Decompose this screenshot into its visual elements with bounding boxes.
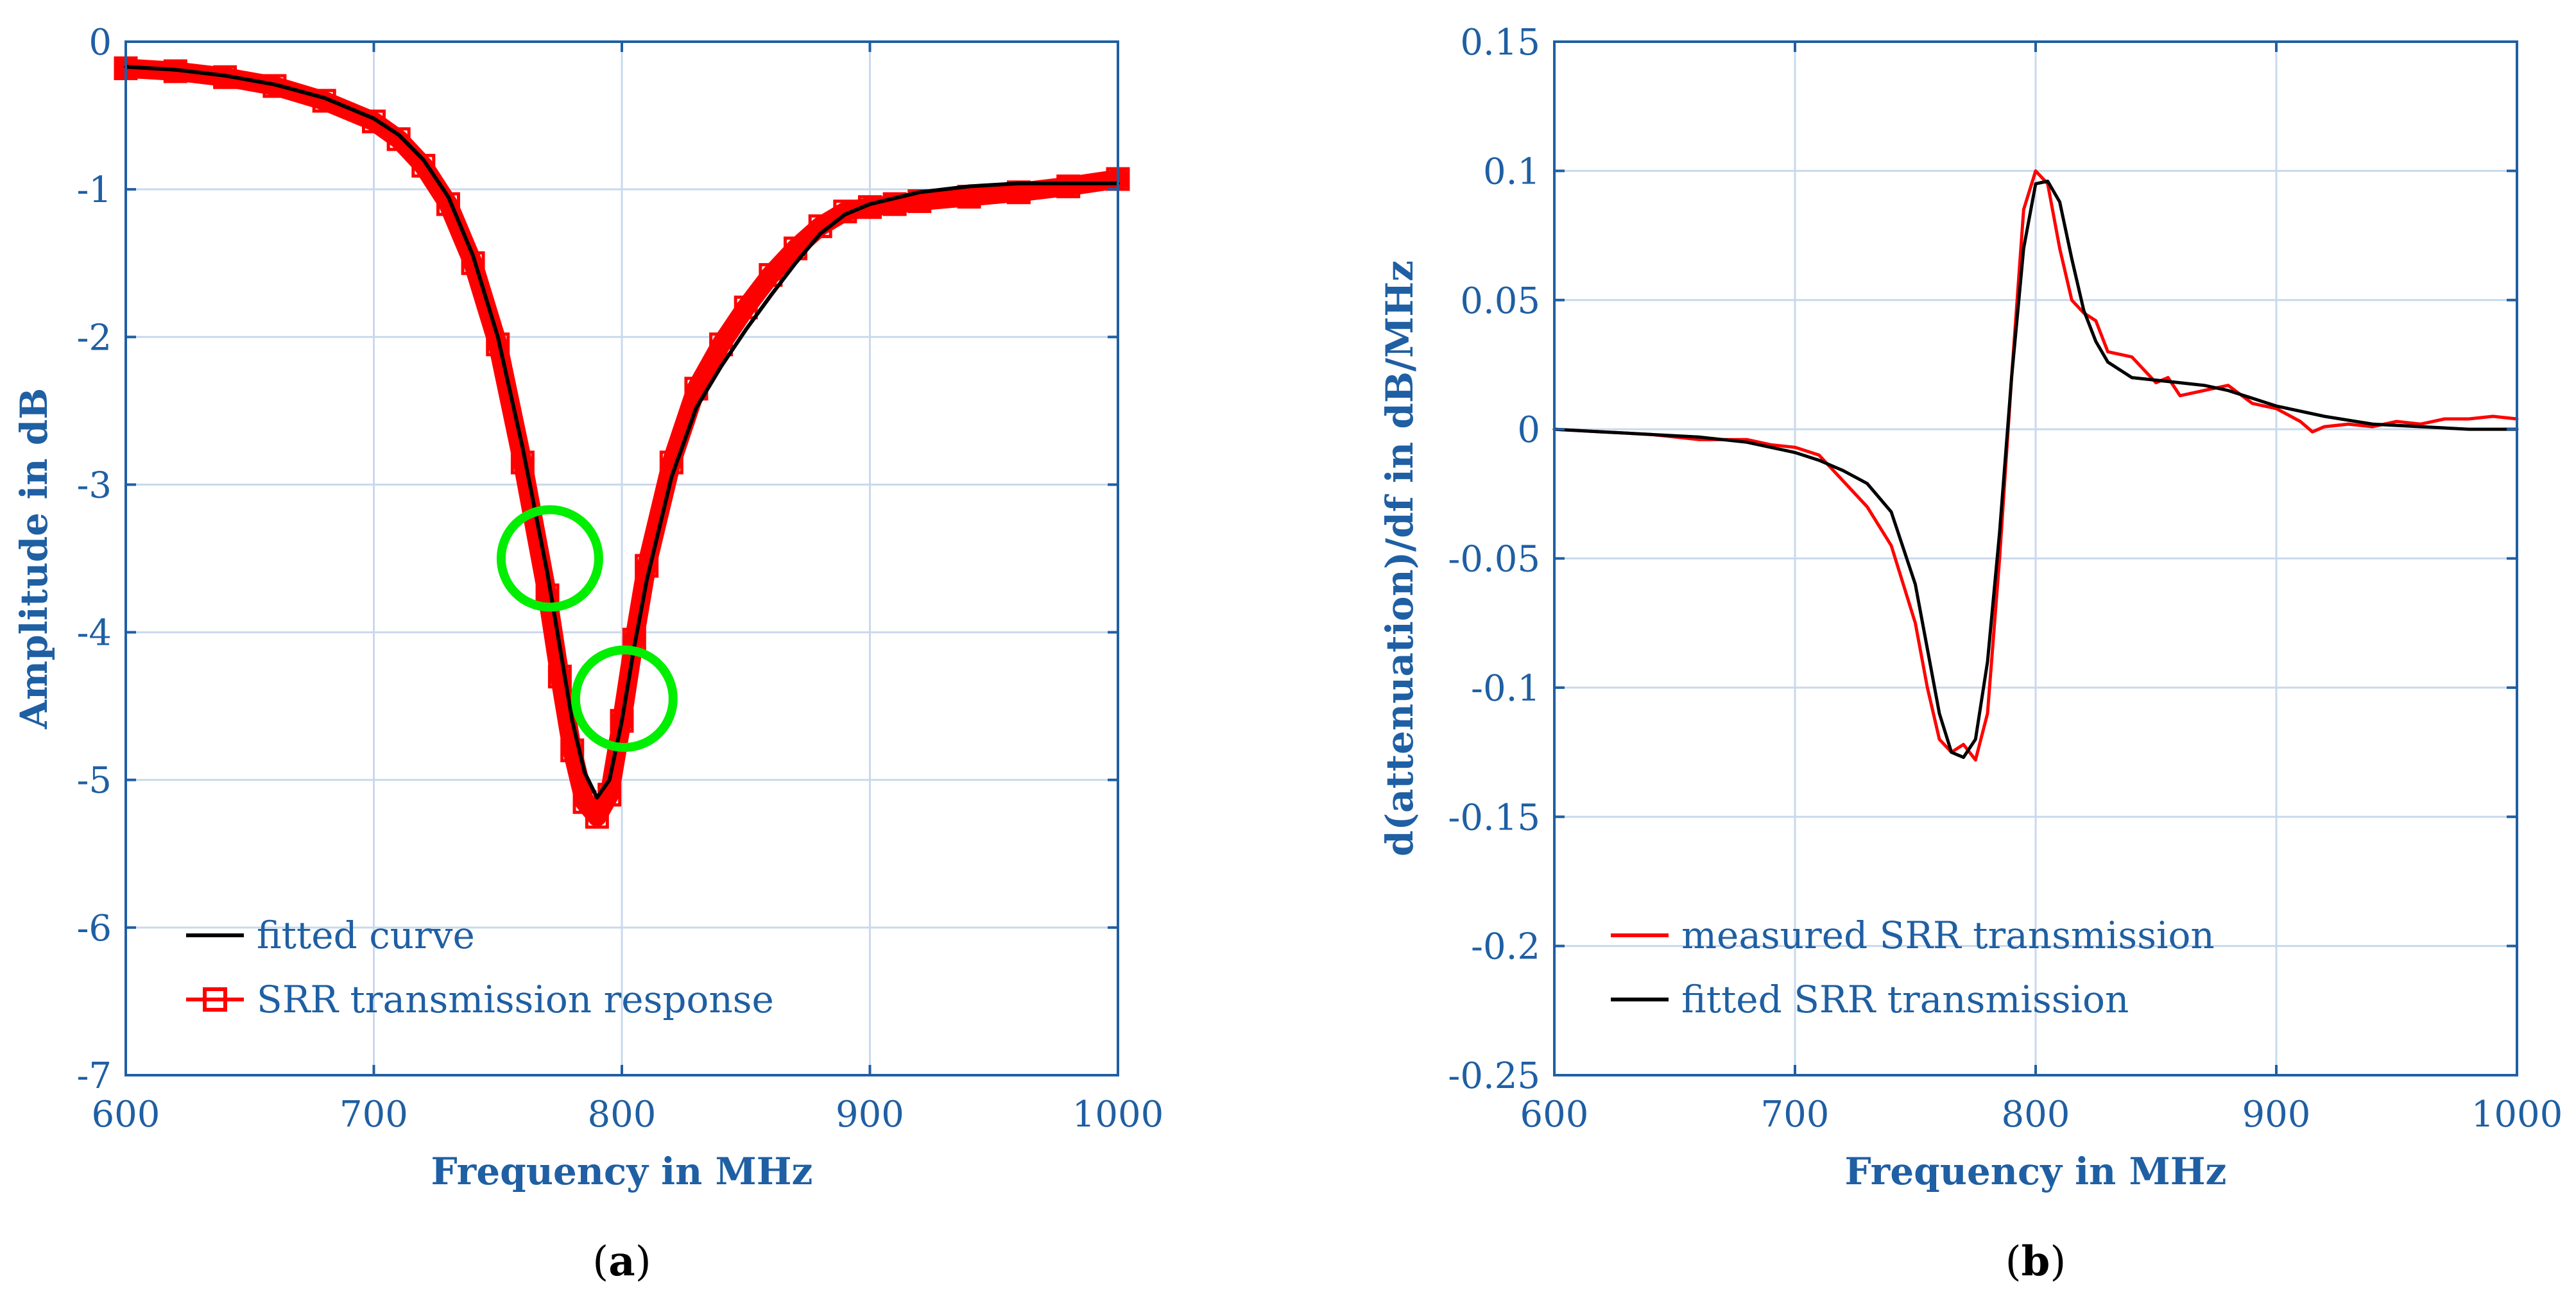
x-tick-label: 600 [92, 1094, 160, 1135]
y-tick-label: 0.1 [1483, 151, 1540, 192]
y-tick-label: -0.2 [1471, 926, 1540, 968]
y-tick-label: 0 [1517, 409, 1540, 451]
y-tick-label: -2 [76, 317, 112, 359]
data-point-marker [572, 790, 597, 814]
y-tick-label: -0.25 [1448, 1055, 1540, 1097]
series-layer [1552, 169, 2519, 762]
panel-label-a: (a) [592, 1237, 651, 1286]
series-line-fitted-srr-transmission [1552, 180, 2519, 760]
y-tick-label: 0 [89, 22, 112, 64]
gridlines [1554, 42, 2517, 1075]
y-tick-label: -7 [76, 1055, 112, 1097]
y-tick-label: -0.1 [1471, 668, 1540, 710]
x-tick-label: 700 [1761, 1094, 1830, 1135]
legend-label-fitted-curve: fitted curve [257, 914, 475, 957]
legend-label-fitted-srr-transmission: fitted SRR transmission [1681, 978, 2129, 1021]
x-tick-label: 700 [339, 1094, 408, 1135]
x-tick-label: 800 [2002, 1094, 2070, 1135]
data-point-marker [560, 738, 585, 763]
legend: fitted curve SRR transmission response [186, 914, 774, 1021]
y-tick-label: -5 [76, 760, 112, 802]
y-tick-label: -4 [76, 613, 112, 654]
legend-marker-square [203, 987, 227, 1012]
x-tick-label: 1000 [2471, 1094, 2563, 1135]
chart-panel-b: 600 700 800 900 1000 0.15 0.1 0.05 0 -0.05 -0.1 -0.… [1378, 22, 2563, 1286]
x-axis-label: Frequency in MHz [1845, 1150, 2227, 1193]
data-point-marker [709, 332, 734, 357]
axis-ticks: 600 700 800 900 1000 0.15 0.1 0.05 0 -0.05 -0.1 -0.… [1448, 22, 2563, 1135]
data-point-marker [362, 109, 386, 133]
x-tick-label: 900 [836, 1094, 904, 1135]
y-axis-label: Amplitude in dB [12, 388, 56, 730]
y-tick-label: -3 [76, 464, 112, 506]
x-tick-label: 900 [2242, 1094, 2311, 1135]
axis-ticks: 600 700 800 900 1000 0 -1 -2 -3 -4 -5 -6 -7 [76, 22, 1163, 1135]
data-point-marker [1056, 174, 1081, 199]
y-tick-label: -1 [76, 169, 112, 211]
legend-label-measured-srr-transmission: measured SRR transmission [1681, 914, 2215, 957]
data-point-marker [882, 192, 907, 216]
highlight-circle [496, 505, 603, 612]
x-tick-label: 800 [588, 1094, 657, 1135]
y-tick-label: 0.05 [1460, 280, 1540, 322]
y-tick-label: 0.15 [1460, 22, 1540, 64]
y-tick-label: -6 [76, 908, 112, 949]
data-point-marker [386, 127, 411, 151]
highlight-circle [571, 645, 678, 753]
y-tick-label: -0.05 [1448, 539, 1540, 581]
data-point-marker [411, 153, 436, 178]
chart-panel-a: 600 700 800 900 1000 0 -1 -2 -3 -4 -5 -6 -7 Frequenc… [12, 22, 1163, 1286]
y-axis-label: d(attenuation)/df in dB/MHz [1378, 260, 1421, 856]
data-point-marker [547, 665, 572, 689]
data-point-marker [734, 295, 758, 319]
annotation-layer [496, 505, 678, 753]
x-tick-label: 600 [1520, 1094, 1589, 1135]
series-line-fitted-curve [124, 65, 1120, 800]
panel-label-letter: b [2022, 1237, 2050, 1286]
data-point-marker [759, 263, 783, 287]
x-tick-label: 1000 [1072, 1094, 1164, 1135]
panel-label-letter: a [608, 1237, 635, 1286]
legend-label-srr-transmission-response: SRR transmission response [257, 978, 774, 1021]
data-point-marker [585, 804, 609, 829]
panel-label-b: (b) [2005, 1237, 2066, 1286]
y-tick-label: -0.15 [1448, 797, 1540, 838]
legend: measured SRR transmission fitted SRR tra… [1611, 914, 2215, 1021]
series-line-measured-srr-transmission [1552, 169, 2519, 762]
x-axis-label: Frequency in MHz [431, 1150, 813, 1193]
